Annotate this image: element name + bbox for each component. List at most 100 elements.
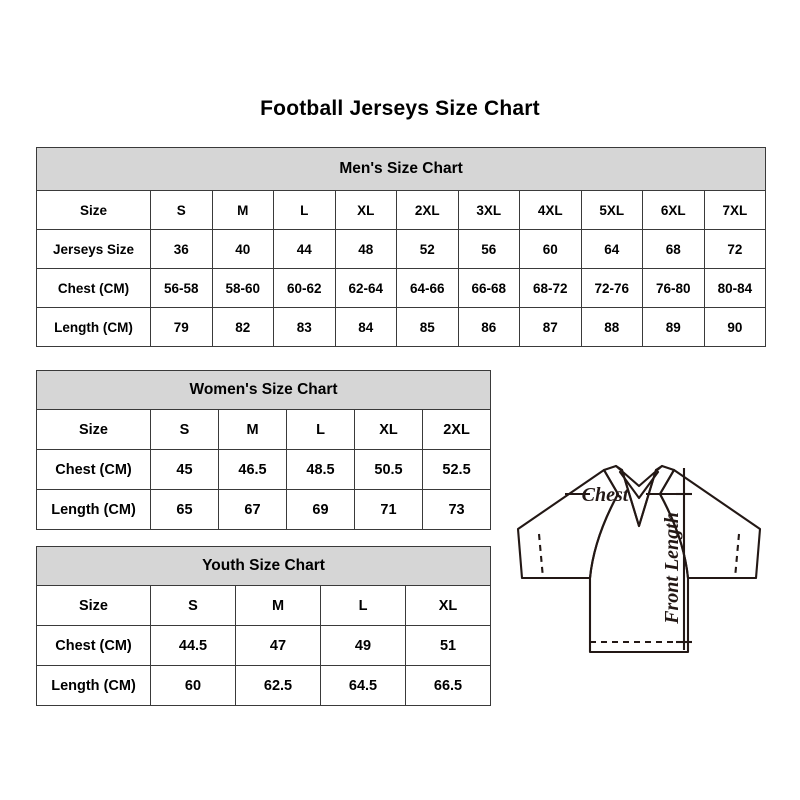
mens-column-header: XL <box>334 190 397 230</box>
youth-cell: 66.5 <box>404 665 492 706</box>
mens-cell: 66-68 <box>457 268 520 308</box>
mens-column-header: 2XL <box>396 190 459 230</box>
mens-row-label: Jerseys Size <box>36 229 151 269</box>
mens-cell: 68 <box>642 229 705 269</box>
mens-cell: 40 <box>211 229 274 269</box>
mens-cell: 68-72 <box>519 268 582 308</box>
mens-header-row: Size S M L XL 2XL 3XL 4XL 5XL 6XL 7XL <box>36 190 767 230</box>
mens-size-table: Men's Size Chart Size S M L XL 2XL 3XL 4XL 5XL 6XL… <box>35 147 767 347</box>
neckline-inner-v <box>620 468 658 528</box>
womens-table-body: Women's Size Chart Size S M L XL 2XL Chest (CM)… <box>35 370 492 530</box>
womens-row-label: Length (CM) <box>36 489 151 530</box>
womens-cell: 65 <box>150 489 219 530</box>
womens-table-title: Women's Size Chart <box>35 370 492 410</box>
mens-band-row: Men's Size Chart <box>35 147 767 191</box>
mens-cell: 56-58 <box>150 268 213 308</box>
youth-column-header: XL <box>404 585 492 626</box>
mens-cell: 90 <box>703 307 767 347</box>
chest-label: Chest <box>582 484 630 506</box>
mens-cell: 72 <box>703 229 767 269</box>
youth-band-row: Youth Size Chart <box>35 546 492 586</box>
left-sleeve-hem-dash <box>537 533 545 579</box>
mens-column-header: 6XL <box>642 190 705 230</box>
table-row: Length (CM) 60 62.5 64.5 66.5 <box>36 665 492 706</box>
mens-column-header: S <box>150 190 213 230</box>
mens-column-header: 5XL <box>580 190 643 230</box>
mens-cell: 64-66 <box>396 268 459 308</box>
mens-cell: 87 <box>519 307 582 347</box>
mens-cell: 44 <box>273 229 336 269</box>
womens-size-table: Women's Size Chart Size S M L XL 2XL Chest (CM)… <box>35 370 492 530</box>
mens-cell: 60 <box>519 229 582 269</box>
youth-cell: 47 <box>235 625 321 666</box>
womens-column-header: S <box>150 409 219 450</box>
youth-row-label: Chest (CM) <box>36 625 151 666</box>
mens-table-title: Men's Size Chart <box>35 147 767 191</box>
youth-cell: 44.5 <box>150 625 236 666</box>
table-row: Length (CM) 65 67 69 71 73 <box>36 489 492 530</box>
neckline-outer <box>614 464 664 488</box>
mens-row-label: Chest (CM) <box>36 268 151 308</box>
mens-column-header: 7XL <box>703 190 767 230</box>
mens-cell: 60-62 <box>273 268 336 308</box>
mens-cell: 83 <box>273 307 336 347</box>
youth-cell: 62.5 <box>235 665 321 706</box>
youth-corner-label: Size <box>36 585 151 626</box>
youth-cell: 64.5 <box>320 665 406 706</box>
youth-cell: 60 <box>150 665 236 706</box>
mens-corner-label: Size <box>36 190 151 230</box>
jersey-diagram: Chest Front Length <box>498 398 788 688</box>
womens-band-row: Women's Size Chart <box>35 370 492 410</box>
mens-cell: 76-80 <box>642 268 705 308</box>
mens-cell: 89 <box>642 307 705 347</box>
womens-cell: 48.5 <box>286 449 355 490</box>
womens-column-header: M <box>218 409 287 450</box>
youth-row-label: Length (CM) <box>36 665 151 706</box>
womens-cell: 69 <box>286 489 355 530</box>
mens-column-header: M <box>211 190 274 230</box>
mens-cell: 79 <box>150 307 213 347</box>
mens-row-label: Length (CM) <box>36 307 151 347</box>
mens-cell: 86 <box>457 307 520 347</box>
youth-header-row: Size S M L XL <box>36 585 492 626</box>
womens-column-header: XL <box>354 409 423 450</box>
womens-row-label: Chest (CM) <box>36 449 151 490</box>
table-row: Chest (CM) 56-58 58-60 60-62 62-64 64-66 66-68… <box>36 268 767 308</box>
mens-cell: 80-84 <box>703 268 767 308</box>
table-row: Chest (CM) 45 46.5 48.5 50.5 52.5 <box>36 449 492 490</box>
mens-table-body: Men's Size Chart Size S M L XL 2XL 3XL 4XL 5XL 6XL… <box>35 147 767 347</box>
mens-cell: 85 <box>396 307 459 347</box>
youth-column-header: S <box>150 585 236 626</box>
womens-cell: 46.5 <box>218 449 287 490</box>
youth-cell: 49 <box>320 625 406 666</box>
youth-table-body: Youth Size Chart Size S M L XL Chest (CM) 44.5 4… <box>35 546 492 706</box>
table-row: Chest (CM) 44.5 47 49 51 <box>36 625 492 666</box>
youth-column-header: L <box>320 585 406 626</box>
table-row: Length (CM) 79 82 83 84 85 86 87 88 89 90 <box>36 307 767 347</box>
womens-column-header: L <box>286 409 355 450</box>
womens-cell: 50.5 <box>354 449 423 490</box>
mens-cell: 36 <box>150 229 213 269</box>
womens-corner-label: Size <box>36 409 151 450</box>
youth-column-header: M <box>235 585 321 626</box>
youth-cell: 51 <box>404 625 492 666</box>
mens-cell: 64 <box>580 229 643 269</box>
mens-column-header: 4XL <box>519 190 582 230</box>
mens-cell: 52 <box>396 229 459 269</box>
front-length-label: Front Length <box>661 512 683 625</box>
right-sleeve-hem-dash <box>733 533 741 579</box>
womens-cell: 73 <box>421 489 492 530</box>
mens-column-header: L <box>273 190 336 230</box>
mens-column-header: 3XL <box>457 190 520 230</box>
womens-cell: 45 <box>150 449 219 490</box>
womens-cell: 52.5 <box>421 449 492 490</box>
womens-cell: 67 <box>218 489 287 530</box>
page-title: Football Jerseys Size Chart <box>260 97 540 120</box>
womens-column-header: 2XL <box>421 409 492 450</box>
mens-cell: 48 <box>334 229 397 269</box>
mens-cell: 62-64 <box>334 268 397 308</box>
mens-cell: 88 <box>580 307 643 347</box>
youth-table-title: Youth Size Chart <box>35 546 492 586</box>
shirt-body-outline <box>588 464 690 654</box>
mens-cell: 56 <box>457 229 520 269</box>
